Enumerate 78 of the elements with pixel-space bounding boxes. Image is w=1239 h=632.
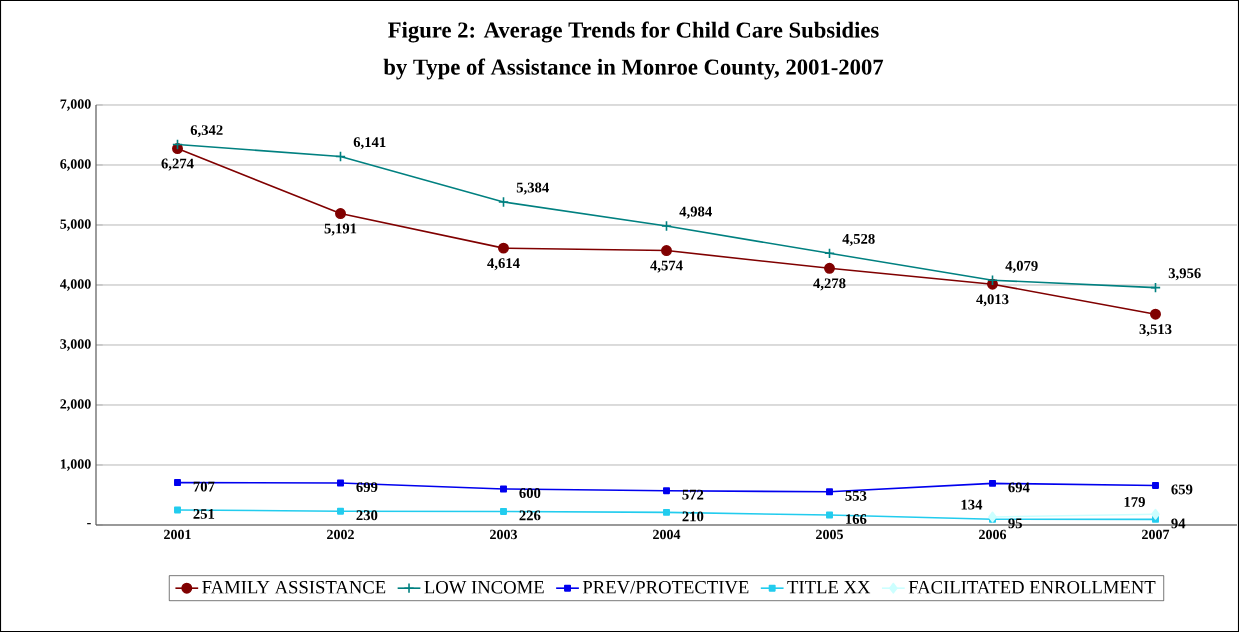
point (1150, 308, 1161, 320)
point (498, 196, 509, 208)
y-tick-label: 1,000 (60, 459, 91, 471)
point (987, 274, 998, 286)
y-tick-label: - (87, 523, 91, 525)
point (174, 479, 181, 487)
y-tick-label: 5,000 (60, 219, 91, 231)
point (500, 507, 507, 515)
point (988, 511, 997, 523)
legend-label: TITLE XX (787, 581, 871, 594)
data-label: 5,384 (516, 182, 549, 195)
legend-label: FAMILY ASSISTANCE (202, 581, 386, 594)
data-label: 134 (961, 499, 983, 510)
data-label: 4,614 (487, 258, 520, 271)
y-tick-label: 3,000 (60, 339, 91, 351)
point (661, 220, 672, 232)
data-label: 4,528 (842, 233, 875, 246)
x-tick-label: 2001 (164, 529, 191, 540)
data-label: 659 (1171, 484, 1193, 495)
data-label: 230 (356, 510, 378, 521)
point (335, 208, 346, 220)
x-tick-label: 2003 (490, 529, 518, 540)
data-label: 572 (682, 489, 704, 500)
point (1151, 508, 1160, 520)
data-label: 251 (193, 509, 215, 519)
data-label: 553 (845, 490, 867, 501)
y-tick-label: 7,000 (60, 99, 91, 111)
data-label: 4,574 (650, 260, 683, 273)
point (663, 487, 670, 495)
x-tick-label: 2002 (327, 529, 354, 540)
y-tick-label: 4,000 (59, 279, 91, 291)
data-label: 3,513 (1139, 324, 1172, 337)
point (824, 247, 835, 259)
point (498, 242, 509, 254)
point (826, 488, 833, 496)
x-tick-label: 2004 (653, 529, 681, 540)
data-label: 94 (1171, 518, 1186, 529)
point (663, 508, 670, 516)
data-label: 4,013 (976, 294, 1009, 307)
point (1152, 481, 1159, 489)
point (335, 151, 346, 163)
data-label: 226 (519, 510, 541, 521)
data-label: 699 (356, 482, 378, 492)
y-tick-label: 6,000 (60, 159, 91, 171)
point (337, 479, 344, 487)
x-tick-label: 2005 (816, 529, 843, 540)
point (826, 511, 833, 519)
y-tick-label: 2,000 (60, 399, 91, 411)
point (661, 245, 672, 257)
legend-label: LOW INCOME (424, 581, 544, 594)
point (824, 262, 835, 274)
data-label: 95 (1008, 518, 1023, 529)
legend-label: FACILITATED ENROLLMENT (908, 581, 1156, 594)
data-label: 6,274 (161, 158, 194, 171)
data-label: 600 (519, 488, 541, 498)
data-label: 5,191 (324, 223, 357, 236)
data-label: 6,342 (190, 125, 223, 138)
point (1150, 282, 1161, 294)
point (174, 506, 181, 514)
x-tick-label: 2006 (979, 529, 1007, 540)
data-label: 4,278 (813, 278, 846, 291)
point (172, 139, 183, 150)
data-label: 4,984 (679, 206, 712, 219)
point (989, 479, 996, 487)
legend-label: PREV/PROTECTIVE (582, 581, 749, 594)
data-label: 3,956 (1168, 268, 1201, 281)
data-label: 210 (682, 511, 704, 522)
x-tick-label: 2007 (1142, 529, 1170, 540)
chart-title: Figure 2: Average Trends for Child Care Subsidies (388, 21, 879, 43)
data-label: 6,141 (353, 137, 386, 150)
point (337, 507, 344, 515)
data-label: 694 (1008, 482, 1030, 493)
data-label: 4,079 (1005, 260, 1038, 273)
data-label: 707 (193, 481, 215, 492)
data-label: 166 (846, 514, 867, 524)
chart-subtitle: by Type of Assistance in Monroe County, 2001-2007 (383, 58, 884, 80)
point (500, 485, 507, 493)
data-label: 179 (1124, 497, 1145, 507)
